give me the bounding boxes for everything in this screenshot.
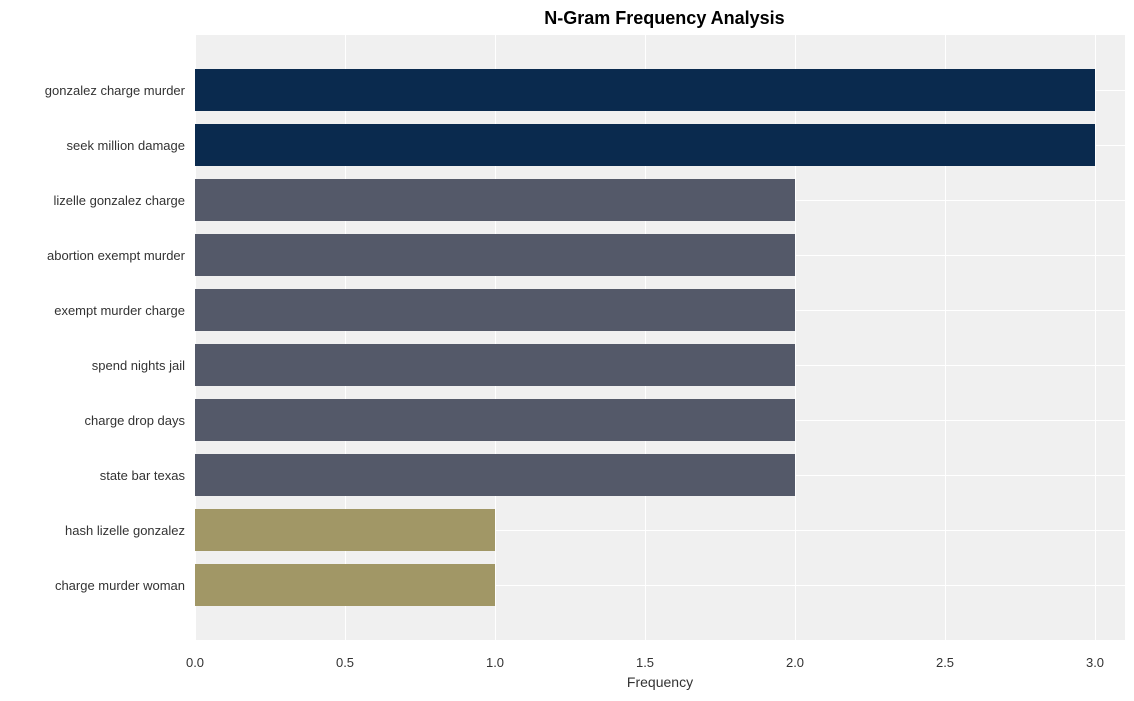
x-tick-label: 3.0 <box>1086 655 1104 670</box>
x-tick-label: 2.0 <box>786 655 804 670</box>
x-tick-label: 0.5 <box>336 655 354 670</box>
bar <box>195 454 795 497</box>
y-tick-label: abortion exempt murder <box>0 249 185 262</box>
y-tick-label: charge murder woman <box>0 579 185 592</box>
bar <box>195 124 1095 167</box>
y-tick-label: hash lizelle gonzalez <box>0 524 185 537</box>
y-tick-label: exempt murder charge <box>0 304 185 317</box>
y-tick-label: gonzalez charge murder <box>0 84 185 97</box>
x-tick-label: 1.5 <box>636 655 654 670</box>
x-axis-label: Frequency <box>195 674 1125 690</box>
chart-title: N-Gram Frequency Analysis <box>0 0 1134 29</box>
y-tick-label: charge drop days <box>0 414 185 427</box>
bar <box>195 69 1095 112</box>
y-tick-label: state bar texas <box>0 469 185 482</box>
bar <box>195 399 795 442</box>
bar <box>195 344 795 387</box>
gridline-vertical <box>1095 35 1096 640</box>
plot-area <box>195 35 1125 640</box>
bar <box>195 289 795 332</box>
bar <box>195 179 795 222</box>
chart-container: N-Gram Frequency Analysis Frequency 0.0 0… <box>0 0 1134 701</box>
x-tick-label: 1.0 <box>486 655 504 670</box>
x-tick-label: 2.5 <box>936 655 954 670</box>
y-tick-label: spend nights jail <box>0 359 185 372</box>
x-tick-label: 0.0 <box>186 655 204 670</box>
bar <box>195 564 495 607</box>
bar <box>195 234 795 277</box>
y-tick-label: lizelle gonzalez charge <box>0 194 185 207</box>
bar <box>195 509 495 552</box>
y-tick-label: seek million damage <box>0 139 185 152</box>
